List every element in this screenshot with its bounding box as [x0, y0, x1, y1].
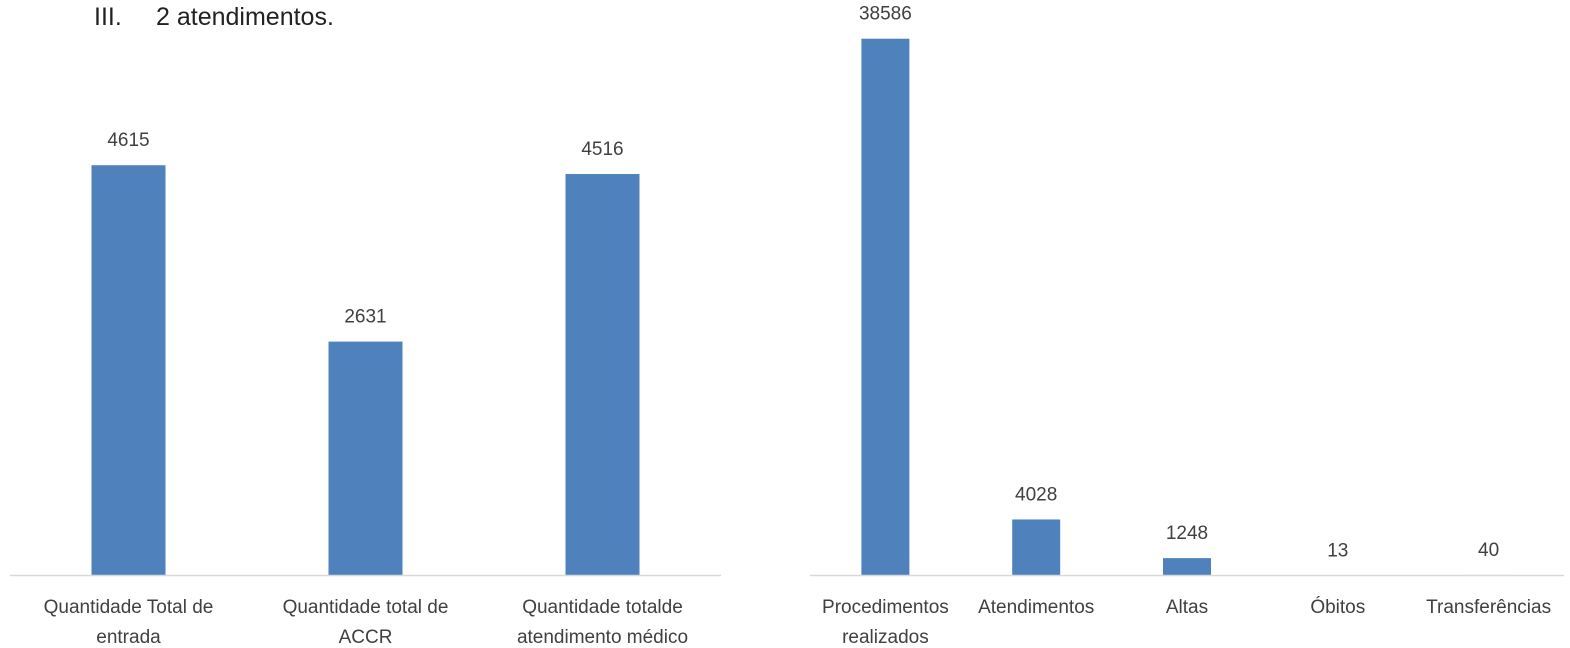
bar-0-2 [565, 174, 640, 576]
chart-procedimentos: 38586 Procedimentos realizados 4028 Atendime… [810, 4, 1564, 648]
data-label: 4028 [1015, 484, 1057, 505]
bar-1-0 [861, 38, 910, 576]
data-label: 38586 [859, 4, 912, 25]
bar-1-2 [1163, 558, 1211, 576]
category-label: Óbitos [1310, 596, 1365, 618]
category-label: Quantidade totalde [522, 597, 683, 618]
data-label: 40 [1478, 540, 1499, 561]
data-label: 4516 [581, 139, 623, 160]
category-label: Quantidade total de [283, 597, 449, 618]
category-label: Quantidade Total de [44, 597, 214, 618]
heading-number: III. [94, 3, 122, 31]
category-label: realizados [842, 627, 929, 648]
category-label: Transferências [1426, 597, 1551, 618]
category-label: ACCR [339, 627, 393, 648]
category-label: Procedimentos [822, 597, 949, 618]
category-label: Atendimentos [978, 597, 1094, 618]
category-label: Altas [1166, 597, 1208, 618]
category-label: atendimento médico [517, 627, 688, 648]
data-label: 1248 [1166, 523, 1208, 544]
bar-0-0 [91, 165, 166, 576]
bar-0-1 [328, 341, 403, 576]
bar-1-1 [1012, 519, 1061, 576]
data-label: 4615 [107, 130, 149, 151]
data-label: 2631 [344, 307, 386, 328]
data-label: 13 [1327, 540, 1348, 561]
heading-text: 2 atendimentos. [156, 3, 334, 31]
category-label: entrada [96, 627, 161, 648]
chart-entradas: 4615 Quantidade Total de entrada 2631 Quanti… [10, 130, 721, 648]
section-heading: III. 2 atendimentos. [94, 3, 334, 32]
